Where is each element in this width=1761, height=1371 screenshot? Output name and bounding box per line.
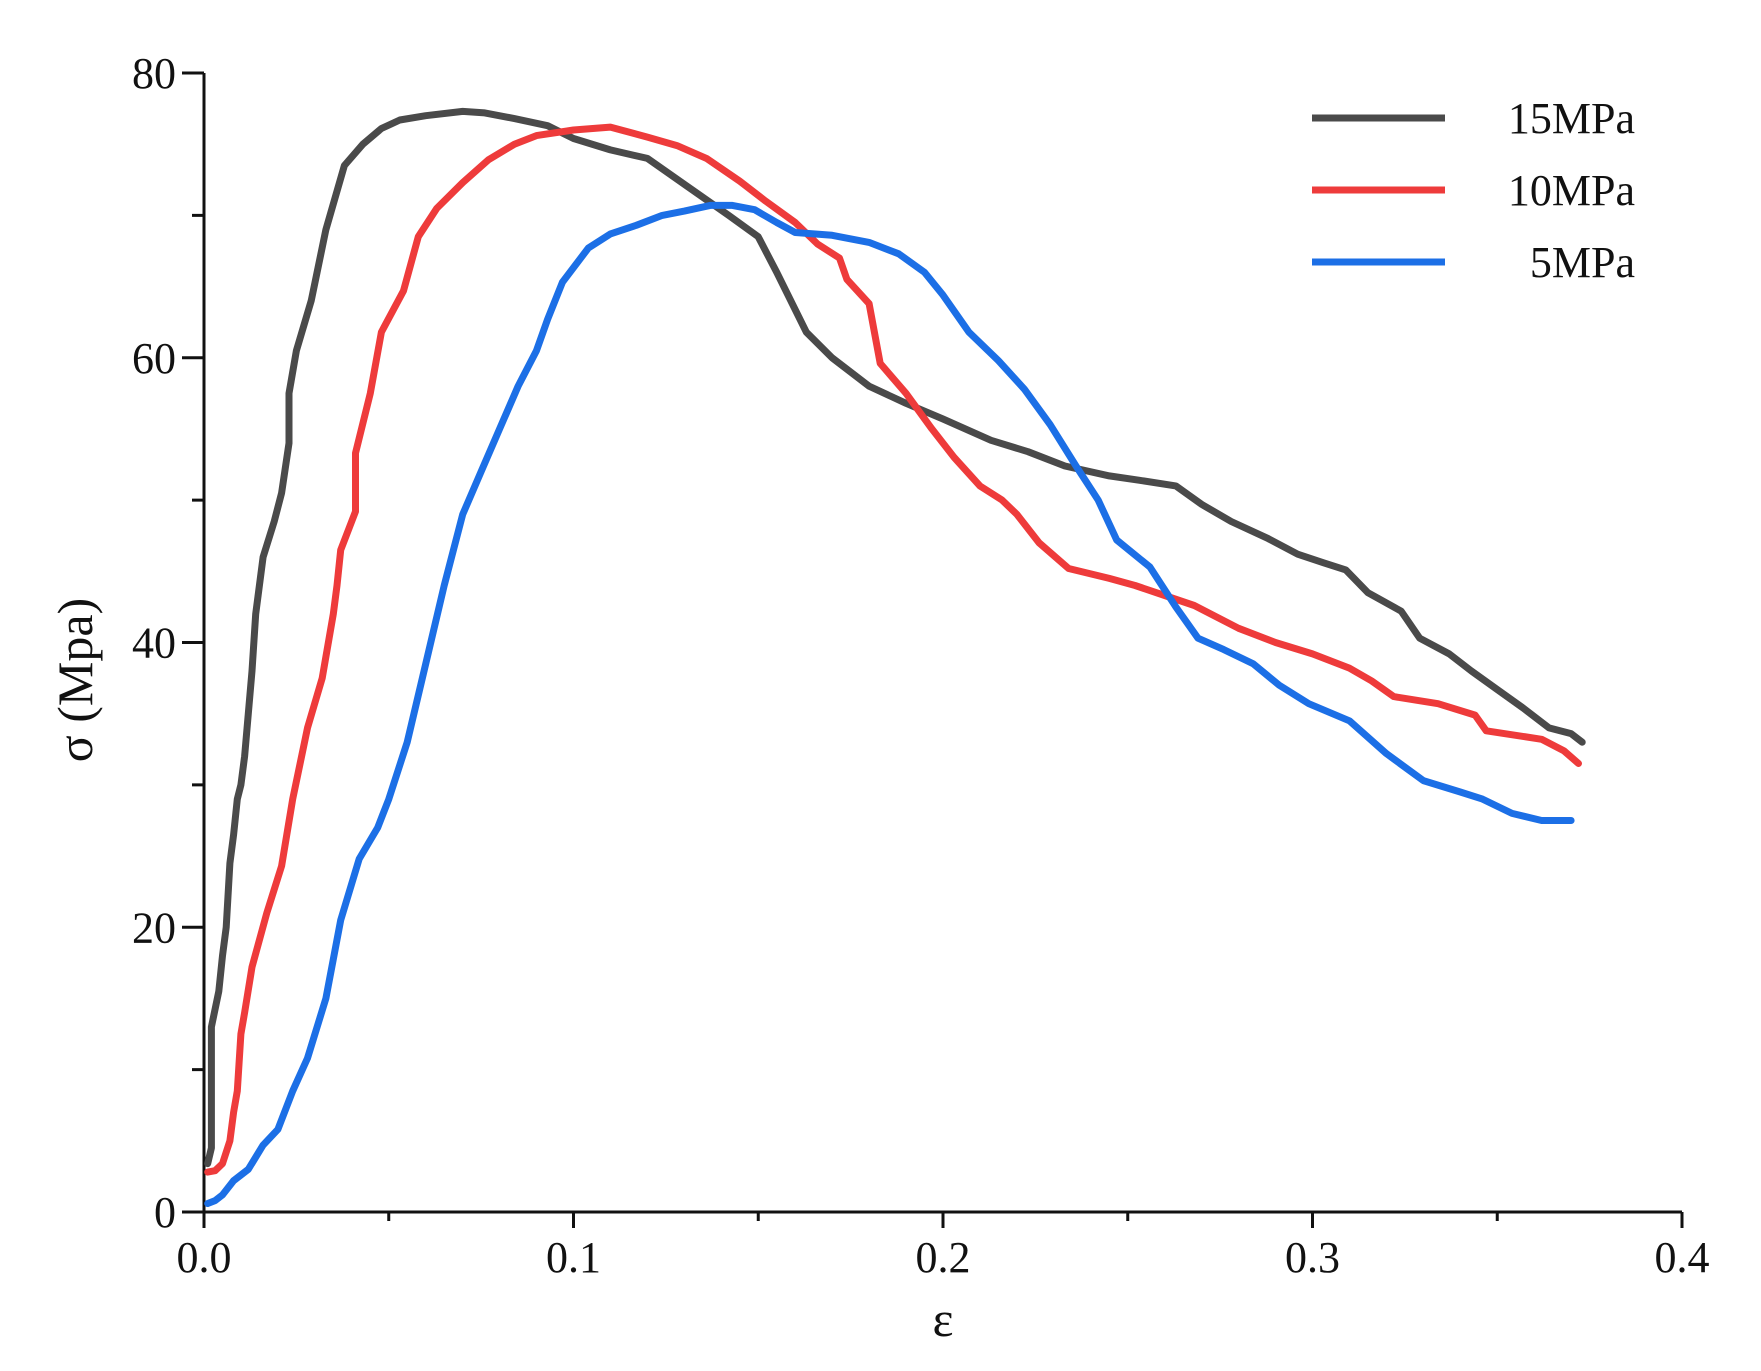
x-tick-label: 0.1 bbox=[546, 1233, 601, 1282]
x-tick-label: 0.4 bbox=[1655, 1233, 1710, 1282]
y-tick-label: 0 bbox=[154, 1188, 176, 1237]
y-axis-title: σ (Mpa) bbox=[47, 598, 103, 762]
y-tick-label: 80 bbox=[132, 49, 176, 98]
series-line-10mpa bbox=[204, 123, 1582, 1176]
legend: 15MPa 10MPa 5MPa bbox=[1312, 94, 1635, 287]
x-tick-label: 0.2 bbox=[916, 1233, 971, 1282]
legend-label: 15MPa bbox=[1508, 94, 1635, 143]
x-tick-label: 0.0 bbox=[177, 1233, 232, 1282]
y-tick-label: 60 bbox=[132, 334, 176, 383]
tick-labels: 0.0 0.1 0.2 0.3 0.4 0 20 40 60 80 bbox=[132, 49, 1710, 1282]
x-axis-title: ε bbox=[933, 1291, 954, 1347]
y-tick-label: 40 bbox=[132, 619, 176, 668]
series-line-15mpa bbox=[204, 107, 1586, 1168]
series-layer bbox=[204, 107, 1586, 1207]
legend-label: 5MPa bbox=[1530, 238, 1635, 287]
series-line-5mpa bbox=[204, 201, 1575, 1207]
x-tick-label: 0.3 bbox=[1285, 1233, 1340, 1282]
axes bbox=[182, 71, 1684, 1228]
y-tick-label: 20 bbox=[132, 903, 176, 952]
legend-label: 10MPa bbox=[1508, 166, 1635, 215]
